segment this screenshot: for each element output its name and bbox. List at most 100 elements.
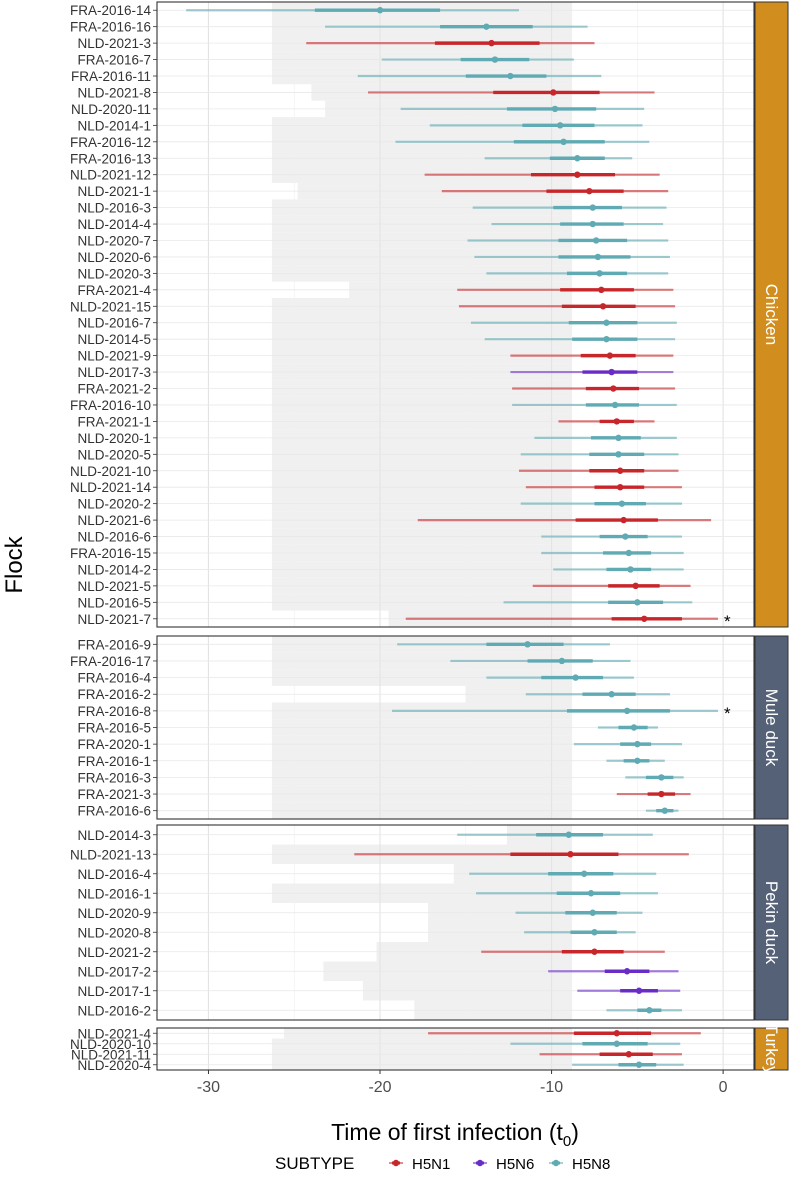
- estimate-point: [560, 138, 567, 146]
- flock-label: FRA-2016-16: [70, 20, 151, 35]
- flock-label: FRA-2016-2: [77, 687, 151, 702]
- x-axis-title-sub: 0: [563, 1133, 571, 1150]
- legend-key-point: [476, 1159, 484, 1167]
- flock-label: FRA-2021-4: [77, 283, 151, 298]
- estimate-point: [658, 790, 665, 798]
- estimate-point: [574, 155, 581, 162]
- x-tick-label: -30: [197, 1079, 220, 1096]
- estimate-point: [483, 23, 490, 30]
- legend-key-point: [552, 1159, 560, 1167]
- estimate-point: [608, 368, 615, 376]
- flock-label: NLD-2014-2: [77, 562, 151, 577]
- estimate-point: [613, 1030, 620, 1037]
- flock-label: FRA-2016-8: [77, 704, 151, 719]
- x-axis-title-main: Time of first infection (t: [331, 1119, 563, 1145]
- flock-label: NLD-2020-3: [77, 266, 151, 281]
- facet-strip: [754, 1027, 789, 1071]
- estimate-point: [623, 968, 631, 975]
- estimate-point: [558, 657, 566, 665]
- estimate-point: [635, 1061, 643, 1068]
- flock-label: FRA-2016-7: [77, 53, 151, 68]
- x-axis: -30 -20 -10 0: [197, 1070, 728, 1096]
- estimate-point: [551, 105, 559, 113]
- x-tick-label: 0: [719, 1079, 728, 1096]
- panel-mule-duck: FRA-2016-9FRA-2016-17FRA-2016-4FRA-2016-…: [70, 635, 789, 820]
- estimate-point: [598, 286, 605, 294]
- estimate-point: [524, 641, 531, 648]
- flock-label: NLD-2016-2: [77, 1003, 151, 1018]
- flock-label: NLD-2021-5: [77, 579, 151, 594]
- x-axis-title: Time of first infection (t0): [331, 1119, 579, 1150]
- estimate-point: [589, 204, 596, 211]
- estimate-point: [586, 187, 593, 195]
- facet-strip: [754, 635, 789, 820]
- flock-label: NLD-2021-13: [70, 847, 151, 862]
- facet-strip: [754, 1, 789, 628]
- flock-label: NLD-2021-2: [77, 945, 151, 960]
- estimate-point: [646, 1007, 653, 1014]
- estimate-point: [603, 319, 610, 326]
- x-tick-label: -20: [368, 1079, 391, 1096]
- estimate-point: [507, 72, 514, 80]
- estimate-point: [488, 39, 495, 47]
- estimate-point: [616, 467, 624, 474]
- estimate-point: [661, 807, 668, 814]
- estimate-point: [565, 831, 572, 838]
- flock-label: FRA-2021-1: [77, 414, 151, 429]
- flock-label: NLD-2020-5: [77, 447, 151, 462]
- legend-title: SUBTYPE: [275, 1154, 354, 1173]
- panel-border: [156, 635, 755, 820]
- flock-label: NLD-2020-4: [77, 1058, 151, 1073]
- facet-strip-label: Turkey: [762, 1023, 781, 1075]
- flock-label: NLD-2016-1: [77, 886, 151, 901]
- estimate-point: [491, 56, 499, 63]
- estimate-point: [574, 171, 581, 178]
- estimate-point: [658, 774, 665, 781]
- flock-label: NLD-2021-12: [70, 168, 151, 183]
- estimate-point: [567, 851, 574, 858]
- x-tick-label: -10: [540, 1079, 563, 1096]
- flock-label: NLD-2021-4: [77, 1026, 151, 1041]
- flock-label: FRA-2016-13: [70, 151, 151, 166]
- estimate-point: [556, 122, 564, 129]
- flock-label: NLD-2016-5: [77, 595, 151, 610]
- flock-label: NLD-2021-10: [70, 464, 151, 479]
- estimate-point: [596, 270, 603, 277]
- estimate-point: [591, 929, 598, 936]
- flock-label: FRA-2020-1: [77, 737, 151, 752]
- estimate-point: [589, 220, 596, 228]
- panel-border: [156, 824, 755, 1021]
- flock-label: NLD-2014-1: [77, 118, 151, 133]
- estimate-point: [622, 533, 629, 540]
- estimate-point: [630, 724, 638, 731]
- flock-label: NLD-2014-3: [77, 828, 151, 843]
- estimate-point: [632, 582, 639, 590]
- flock-label: NLD-2021-8: [77, 85, 151, 100]
- flock-label: NLD-2016-6: [77, 530, 151, 545]
- estimate-point: [603, 335, 610, 343]
- facet-strip-label: Chicken: [762, 284, 781, 345]
- legend-item-label: H5N6: [496, 1156, 534, 1173]
- flock-label: NLD-2021-14: [70, 480, 152, 495]
- flock-label: NLD-2020-9: [77, 906, 151, 921]
- flock-label: NLD-2021-7: [77, 612, 151, 627]
- flock-label: NLD-2021-6: [77, 513, 151, 528]
- estimate-point: [611, 401, 619, 409]
- estimate-point: [587, 890, 595, 897]
- facet-strip: [754, 824, 789, 1021]
- estimate-point: [625, 1051, 632, 1058]
- flock-label: FRA-2021-2: [77, 382, 151, 397]
- estimate-point: [376, 7, 384, 14]
- estimate-point: [589, 909, 596, 916]
- significance-star: *: [724, 704, 731, 723]
- estimate-point: [635, 987, 643, 994]
- flock-label: FRA-2016-4: [77, 671, 151, 686]
- flock-label: FRA-2016-3: [77, 770, 151, 785]
- estimate-point: [615, 434, 622, 442]
- flock-label: NLD-2017-2: [77, 964, 151, 979]
- estimate-point: [641, 615, 648, 622]
- legend: SUBTYPE H5N1 H5N6 H5N8: [275, 1154, 610, 1173]
- significance-star: *: [724, 612, 731, 631]
- estimate-point: [625, 549, 632, 557]
- legend-item-label: H5N1: [412, 1156, 450, 1173]
